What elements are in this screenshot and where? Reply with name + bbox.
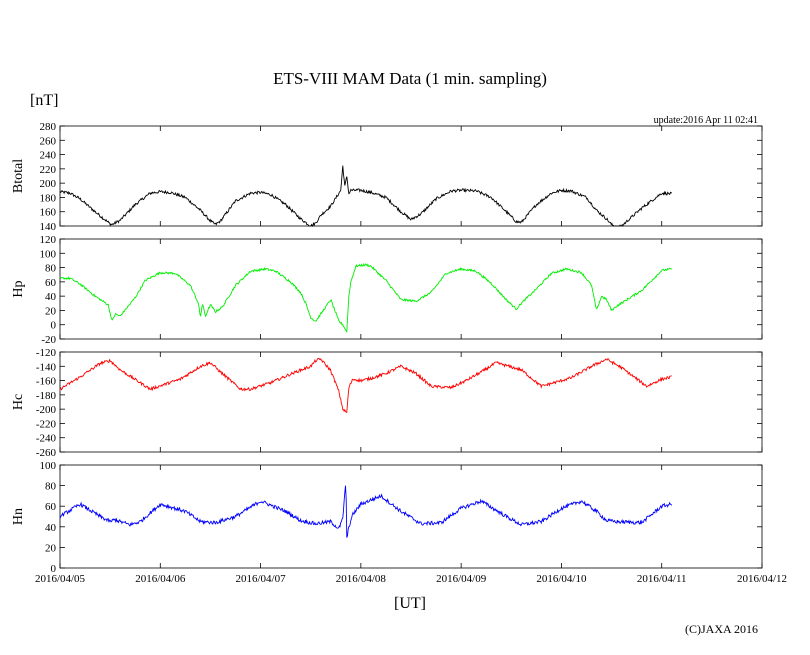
y-tick-label: 100 xyxy=(40,248,57,260)
y-tick-label: 140 xyxy=(40,221,57,233)
y-tick-label: 180 xyxy=(40,192,57,204)
y-tick-label: -240 xyxy=(36,433,57,445)
update-timestamp: update:2016 Apr 11 02:41 xyxy=(654,115,758,126)
x-tick-label: 2016/04/06 xyxy=(135,573,186,585)
plot-panels: 140160180200220240260280Btotal-200204060… xyxy=(11,121,763,575)
panel-label: Hn xyxy=(11,508,26,525)
y-tick-label: 20 xyxy=(45,542,57,554)
series-line-hn xyxy=(59,485,673,538)
y-tick-label: 100 xyxy=(40,460,57,472)
y-tick-label: 260 xyxy=(40,135,57,147)
x-tick-label: 2016/04/08 xyxy=(336,573,387,585)
panel-frame xyxy=(59,125,763,227)
x-tick-label: 2016/04/07 xyxy=(236,573,287,585)
y-tick-label: -140 xyxy=(36,361,57,373)
x-tick-label: 2016/04/05 xyxy=(35,573,86,585)
panel-frame xyxy=(59,351,763,453)
y-tick-label: 80 xyxy=(45,263,57,275)
unit-label: [nT] xyxy=(30,92,58,109)
x-tick-label: 2016/04/09 xyxy=(436,573,487,585)
x-axis-ticks: 2016/04/05 2016/04/06 2016/04/07 2016/04/08… xyxy=(35,573,787,585)
panel-label: Btotal xyxy=(11,159,26,193)
y-tick-label: 200 xyxy=(40,178,57,190)
series-line-hp xyxy=(59,262,673,333)
y-tick-label: -160 xyxy=(36,376,57,388)
panel-label: Hc xyxy=(11,394,26,410)
y-tick-label: 60 xyxy=(45,501,57,513)
y-tick-label: -200 xyxy=(36,404,57,416)
copyright-label: (C)JAXA 2016 xyxy=(685,622,758,636)
y-tick-label: 160 xyxy=(40,207,57,219)
panel-btotal: 140 160 180 200 220 240 260 280 Btotal xyxy=(11,121,763,233)
y-tick-label: -180 xyxy=(36,390,57,402)
chart-title: ETS-VIII MAM Data (1 min. sampling) xyxy=(273,69,547,88)
x-tick-label: 2016/04/10 xyxy=(536,573,587,585)
series-line-hc xyxy=(59,357,672,413)
y-tick-label: 220 xyxy=(40,164,57,176)
y-tick-label: 0 xyxy=(51,320,57,332)
y-tick-label: -20 xyxy=(41,334,56,346)
y-tick-label: 40 xyxy=(45,522,57,534)
x-tick-label: 2016/04/12 xyxy=(737,573,787,585)
x-axis-label: [UT] xyxy=(394,595,426,612)
y-tick-label: 80 xyxy=(45,481,57,493)
y-tick-label: 0 xyxy=(51,563,57,575)
panel-label: Hp xyxy=(11,280,26,297)
y-tick-label: 60 xyxy=(45,277,57,289)
panel-hc: -260 -240 -220 -200 -180 -160 -140 -120 Hc xyxy=(11,347,763,459)
y-tick-label: -260 xyxy=(36,447,57,459)
series-line-btotal xyxy=(59,165,672,227)
y-tick-label: -120 xyxy=(36,347,57,359)
y-tick-label: -220 xyxy=(36,418,57,430)
panel-hp: -20 0 20 40 60 80 100 120 Hp xyxy=(11,234,763,346)
y-tick-label: 120 xyxy=(40,234,57,246)
x-tick-label: 2016/04/11 xyxy=(637,573,687,585)
y-tick-label: 240 xyxy=(40,150,57,162)
panel-frame xyxy=(59,238,763,340)
y-tick-label: 40 xyxy=(45,291,57,303)
y-tick-label: 20 xyxy=(45,305,57,317)
panel-hn: 0 20 40 60 80 100 Hn xyxy=(11,460,763,575)
panel-frame xyxy=(59,464,763,569)
y-tick-label: 280 xyxy=(40,121,57,133)
